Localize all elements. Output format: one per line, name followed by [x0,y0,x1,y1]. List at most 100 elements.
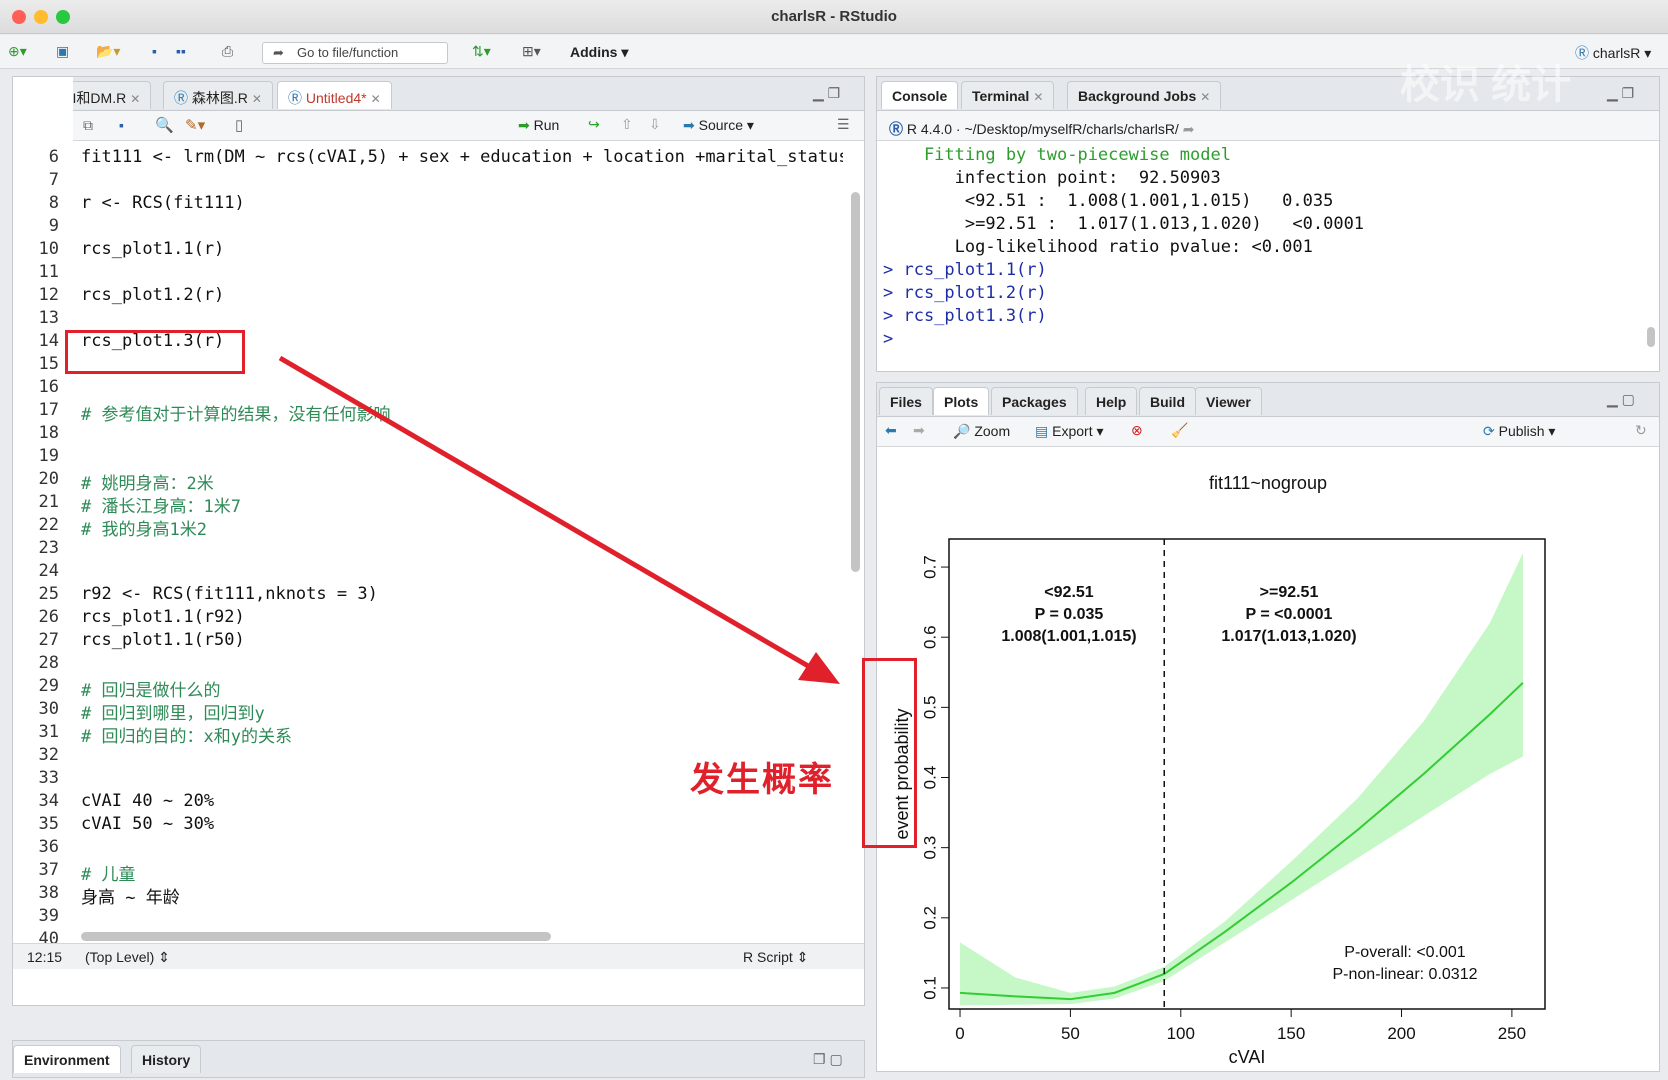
code-line[interactable]: rcs_plot1.1(r) [81,239,225,259]
code-area[interactable]: fit111 <- lrm(DM ~ rcs(cVAI,5) + sex + e… [13,141,843,931]
go-up-icon[interactable]: ⇧ [621,116,633,132]
working-directory[interactable]: ~/Desktop/myselfR/charls/charlsR/ [964,121,1179,137]
console-line: Fitting by two-piecewise model [883,145,1231,165]
find-icon[interactable]: 🔍 [155,117,174,134]
code-line[interactable]: # 潘长江身高：1米7 [81,497,241,517]
code-line[interactable]: y ~ x1 + x2 + x3, yhat=ln=xb, 0 [81,929,644,931]
code-line[interactable]: # 我的身高1米2 [81,520,207,540]
rerun-icon[interactable]: ↪ [588,116,600,132]
code-line[interactable]: fit111 <- lrm(DM ~ rcs(cVAI,5) + sex + e… [81,147,843,167]
code-line[interactable]: # 儿童 [81,865,136,885]
editor-horizontal-scrollbar[interactable] [81,932,551,941]
zoom-button[interactable]: 🔎 Zoom [953,423,1010,440]
compile-icon[interactable]: ▯ [235,117,244,134]
source-button[interactable]: ➡ Source ▾ [683,117,754,133]
line-number: 22 [38,515,59,535]
open-file-icon[interactable]: 📂▾ [96,43,121,59]
goto-file-input[interactable]: ➦ Go to file/function [262,42,448,64]
tab-background-jobs[interactable]: Background Jobs ✕ [1067,81,1222,109]
remove-plot-icon[interactable]: ⊗ [1131,422,1143,438]
editor-tabbar: Ⓡ cVAI和DM.R✕ Ⓡ 森林图.R✕ Ⓡ Untitled4*✕ ▁ ❐ [13,77,864,111]
code-line[interactable]: rcs_plot1.2(r) [81,285,225,305]
console-line: >=92.51 : 1.017(1.013,1.020) <0.0001 [883,214,1365,234]
code-line[interactable]: # 回归的目的：x和y的关系 [81,727,292,747]
run-button[interactable]: ➡ Run [518,117,559,134]
tab-environment[interactable]: Environment [13,1045,121,1073]
tab-help[interactable]: Help [1085,387,1138,415]
save-icon[interactable]: ▪ [152,43,157,59]
tab-packages[interactable]: Packages [991,387,1078,415]
tab-history[interactable]: History [131,1045,202,1073]
code-line[interactable]: r <- RCS(fit111) [81,193,245,213]
outline-icon[interactable]: ☰ [837,116,850,132]
code-line[interactable]: cVAI 40 ~ 20% [81,791,215,811]
show-in-window-icon[interactable]: ⧉ [83,117,93,133]
new-file-icon[interactable]: ⊕▾ [8,43,27,59]
refresh-icon[interactable]: ↻ [1635,422,1647,438]
project-menu[interactable]: Ⓡ charlsR ▾ [1575,45,1652,61]
goto-dir-icon[interactable]: ➦ [1182,121,1195,137]
minimize-window-button[interactable] [34,10,48,24]
code-line[interactable]: # 姚明身高：2米 [81,474,214,494]
console-output[interactable]: Fitting by two-piecewise model infection… [877,141,1647,371]
export-button[interactable]: ▤ Export ▾ [1035,423,1104,439]
new-project-icon[interactable]: ▣ [56,43,70,59]
go-down-icon[interactable]: ⇩ [649,116,661,132]
line-number: 14 [38,331,59,351]
tab-plots[interactable]: Plots [933,387,990,415]
previous-plot-icon[interactable]: ⬅ [885,422,897,438]
addins-menu[interactable]: Addins ▾ [570,44,629,60]
close-tab-icon[interactable]: ✕ [1200,90,1211,104]
scope-selector[interactable]: (Top Level) ⇕ [85,949,170,965]
next-plot-icon[interactable]: ➡ [913,422,925,438]
tab-build[interactable]: Build [1139,387,1196,415]
code-line[interactable]: rcs_plot1.1(r50) [81,630,245,650]
tab-terminal[interactable]: Terminal ✕ [961,81,1055,109]
close-tab-icon[interactable]: ✕ [1033,90,1044,104]
plots-toolbar: ⬅ ➡ 🔎 Zoom ▤ Export ▾ ⊗ 🧹 ⟳ Publish ▾ ↻ [877,417,1659,447]
close-window-button[interactable] [12,10,26,24]
tab-label: Packages [1002,394,1067,410]
code-line[interactable]: 身高 ~ 年龄 [81,888,180,908]
x-tick-label: 0 [955,1024,964,1043]
tab-console[interactable]: Console [881,81,959,109]
git-icon[interactable]: ⇅▾ [472,43,491,59]
print-icon[interactable]: ⎙ [222,43,234,59]
publish-button[interactable]: ⟳ Publish ▾ [1483,423,1556,439]
editor-vertical-scrollbar[interactable] [851,192,860,572]
publish-icon: ⟳ [1483,423,1495,439]
close-tab-icon[interactable]: ✕ [370,92,381,106]
console-line: > rcs_plot1.1(r) [883,260,1047,280]
tab-label: Untitled4* [305,90,367,106]
minimize-pane-icon[interactable]: ▁ ▢ [1607,391,1635,407]
grid-layout-icon[interactable]: ⊞▾ [522,43,541,59]
minimize-pane-icon[interactable]: ▁ ❐ [1607,85,1635,101]
clear-plots-icon[interactable]: 🧹 [1171,422,1189,438]
line-number: 7 [48,170,59,190]
restore-pane-icon[interactable]: ❐ ▢ [813,1051,843,1067]
source-editor-pane: Ⓡ cVAI和DM.R✕ Ⓡ 森林图.R✕ Ⓡ Untitled4*✕ ▁ ❐ … [12,76,865,1006]
tab-viewer[interactable]: Viewer [1195,387,1262,415]
code-line[interactable]: # 回归是做什么的 [81,681,221,701]
source-label: Source [698,117,743,133]
code-line[interactable]: cVAI 50 ~ 30% [81,814,215,834]
close-tab-icon[interactable]: ✕ [251,92,262,106]
tab-files[interactable]: Files [879,387,933,415]
code-line[interactable]: rcs_plot1.1(r92) [81,607,245,627]
left-annotation: <92.51 [1044,584,1093,601]
code-line[interactable]: rcs_plot1.3(r) [81,331,225,351]
minimize-pane-icon[interactable]: ▁ ❐ [813,85,841,101]
zoom-window-button[interactable] [56,10,70,24]
tab-untitled4[interactable]: Ⓡ Untitled4* ✕ [277,81,392,109]
left-annotation: 1.008(1.001,1.015) [1001,628,1136,645]
save-all-icon[interactable]: ▪▪ [176,43,186,59]
filetype-selector[interactable]: R Script ⇕ [743,949,809,965]
code-line[interactable]: # 回归到哪里，回归到y [81,704,265,724]
code-tools-icon[interactable]: ✎▾ [185,117,206,134]
close-tab-icon[interactable]: ✕ [130,92,141,106]
console-scrollbar[interactable] [1647,327,1655,347]
tab-forest[interactable]: Ⓡ 森林图.R ✕ [163,81,273,109]
code-line[interactable]: # 参考值对于计算的结果，没有任何影响 [81,405,391,425]
code-line[interactable]: r92 <- RCS(fit111,nknots = 3) [81,584,378,604]
save-doc-icon[interactable]: ▪ [119,117,124,133]
